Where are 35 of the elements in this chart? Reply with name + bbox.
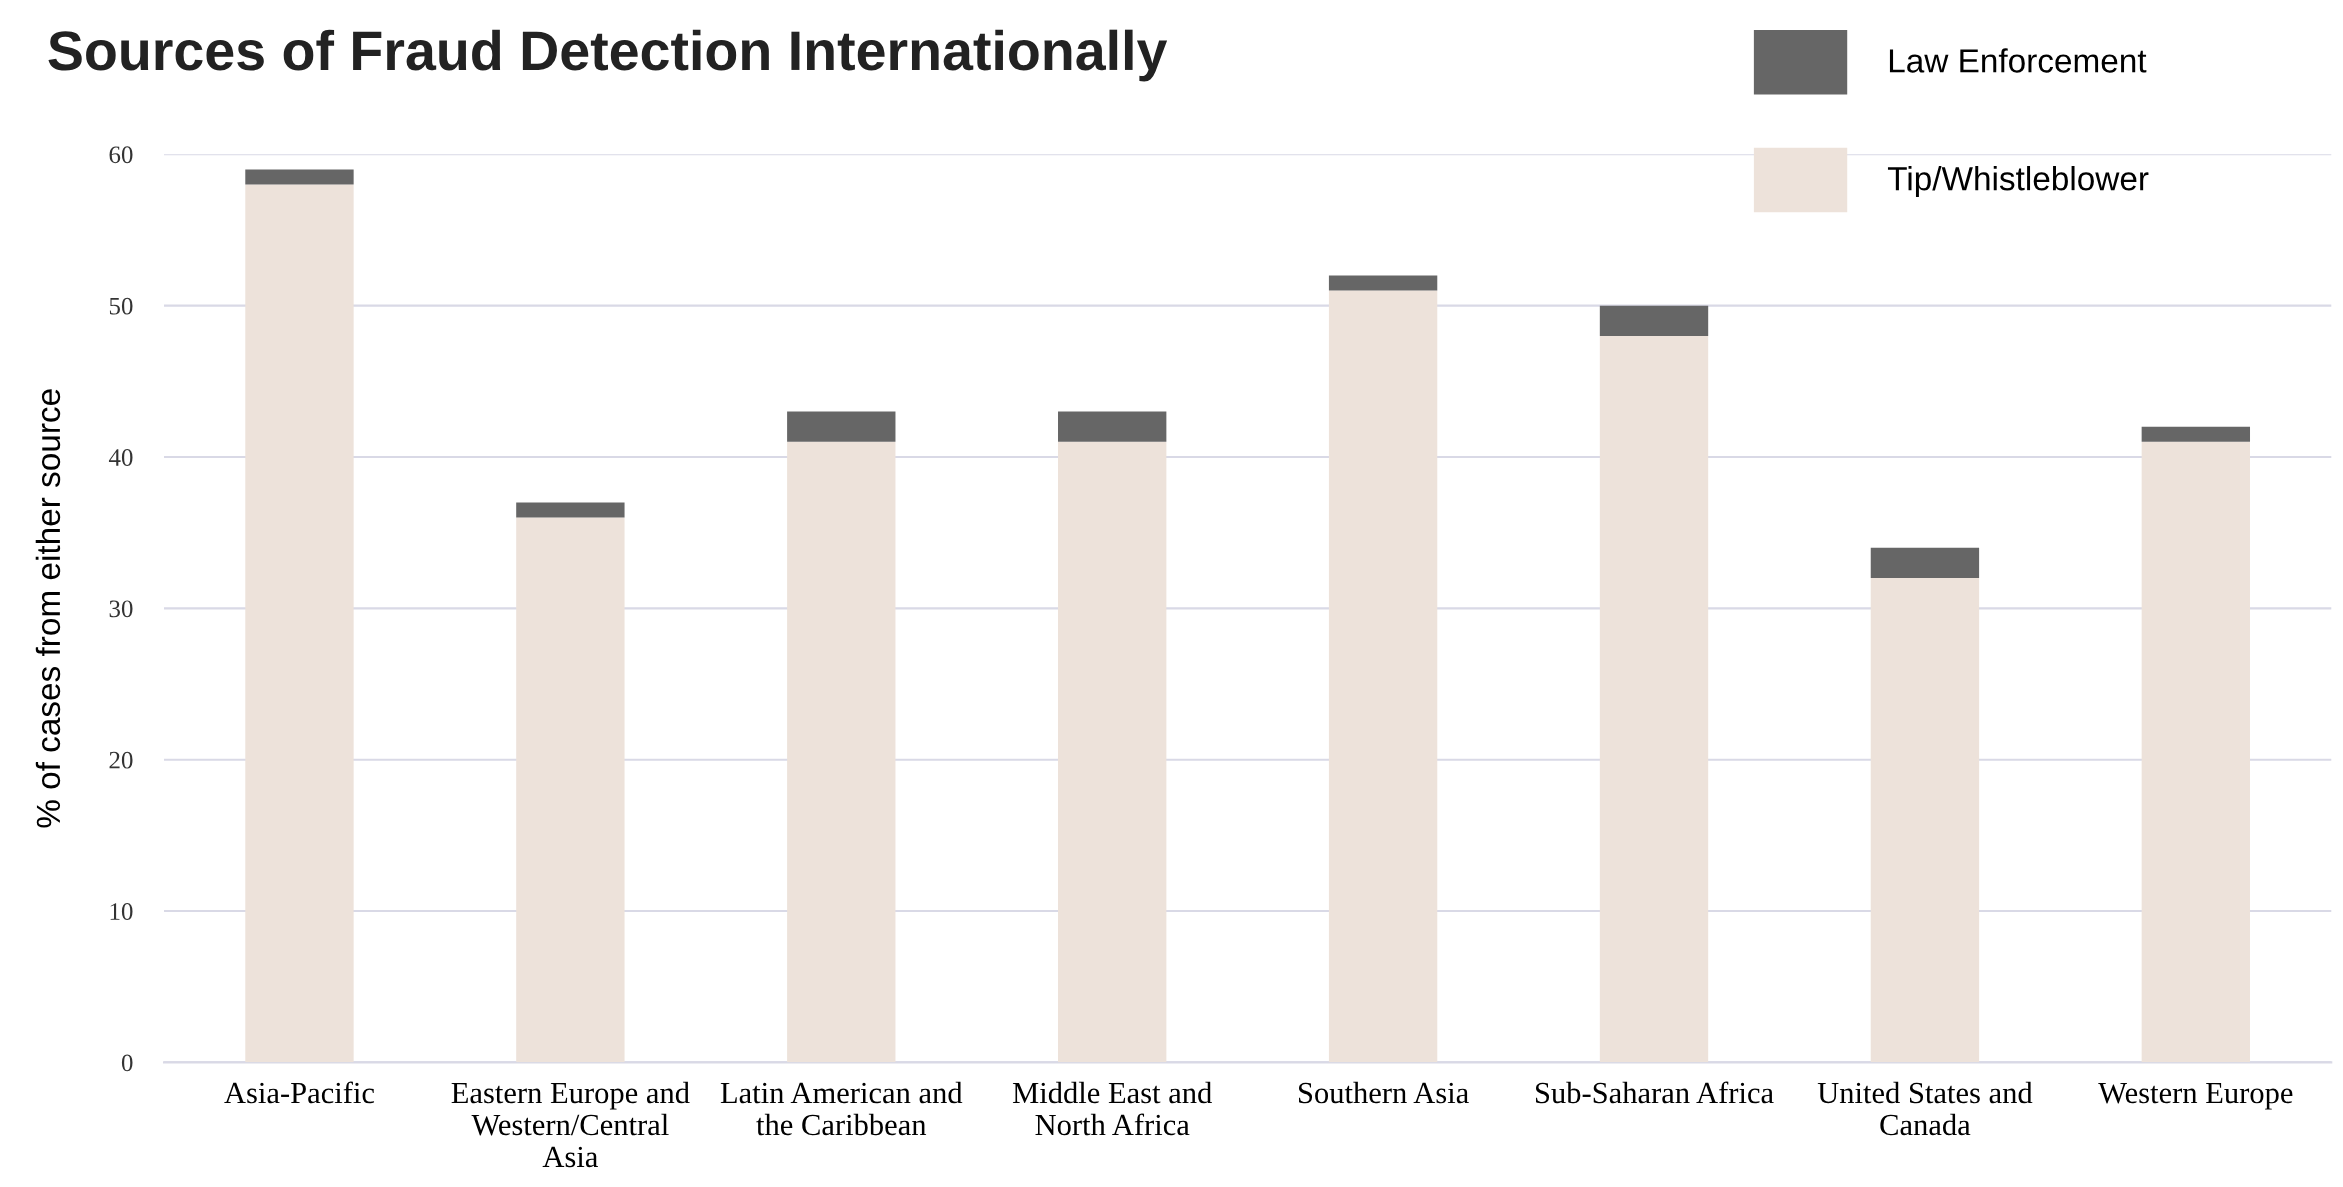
bar: [1599, 335, 1709, 1063]
y-tick-label: 20: [109, 751, 133, 769]
y-tick-label: 50: [109, 297, 133, 315]
y-tick-label: 40: [108, 449, 133, 466]
x-tick-label: Eastern Europe and Western/Central Asia: [451, 1081, 690, 1168]
x-tick-label: Latin American and the Caribbean: [720, 1081, 963, 1136]
bar: [245, 169, 354, 185]
x-tick-label: Middle East and North Africa: [1012, 1081, 1212, 1136]
x-tick-label: Sub-Saharan Africa: [1535, 1081, 1774, 1104]
legend-label: Tip/Whistleblower: [1887, 166, 2149, 198]
bar: [2141, 426, 2251, 442]
bar: [516, 517, 625, 1063]
y-tick-label: 0: [121, 1054, 133, 1072]
x-tick-label: Asia-Pacific: [224, 1081, 375, 1104]
y-tick-label: 60: [109, 146, 133, 164]
bar: [787, 441, 896, 1063]
bar: [2141, 441, 2251, 1063]
bar: [245, 184, 354, 1063]
x-tick-label: Southern Asia: [1299, 1081, 1469, 1104]
chart-title: Sources of Fraud Detection Internationally: [48, 29, 1168, 82]
y-tick-label: 10: [110, 903, 133, 920]
bar: [1058, 411, 1167, 442]
bar: [1328, 290, 1438, 1063]
bar: [1599, 305, 1709, 336]
bar: [1328, 275, 1438, 291]
y-axis-title: % of cases from either source: [35, 389, 61, 828]
legend-label: Law Enforcement: [1889, 48, 2147, 73]
bar: [1870, 547, 1980, 579]
x-tick-label: Western Europe: [2098, 1083, 2293, 1110]
bar: [1870, 578, 1980, 1063]
bar: [516, 502, 625, 518]
bar: [787, 411, 896, 442]
x-tick-label: United States and Canada: [1817, 1081, 2033, 1136]
bar: [1058, 441, 1167, 1063]
y-tick-label: 30: [109, 600, 133, 618]
